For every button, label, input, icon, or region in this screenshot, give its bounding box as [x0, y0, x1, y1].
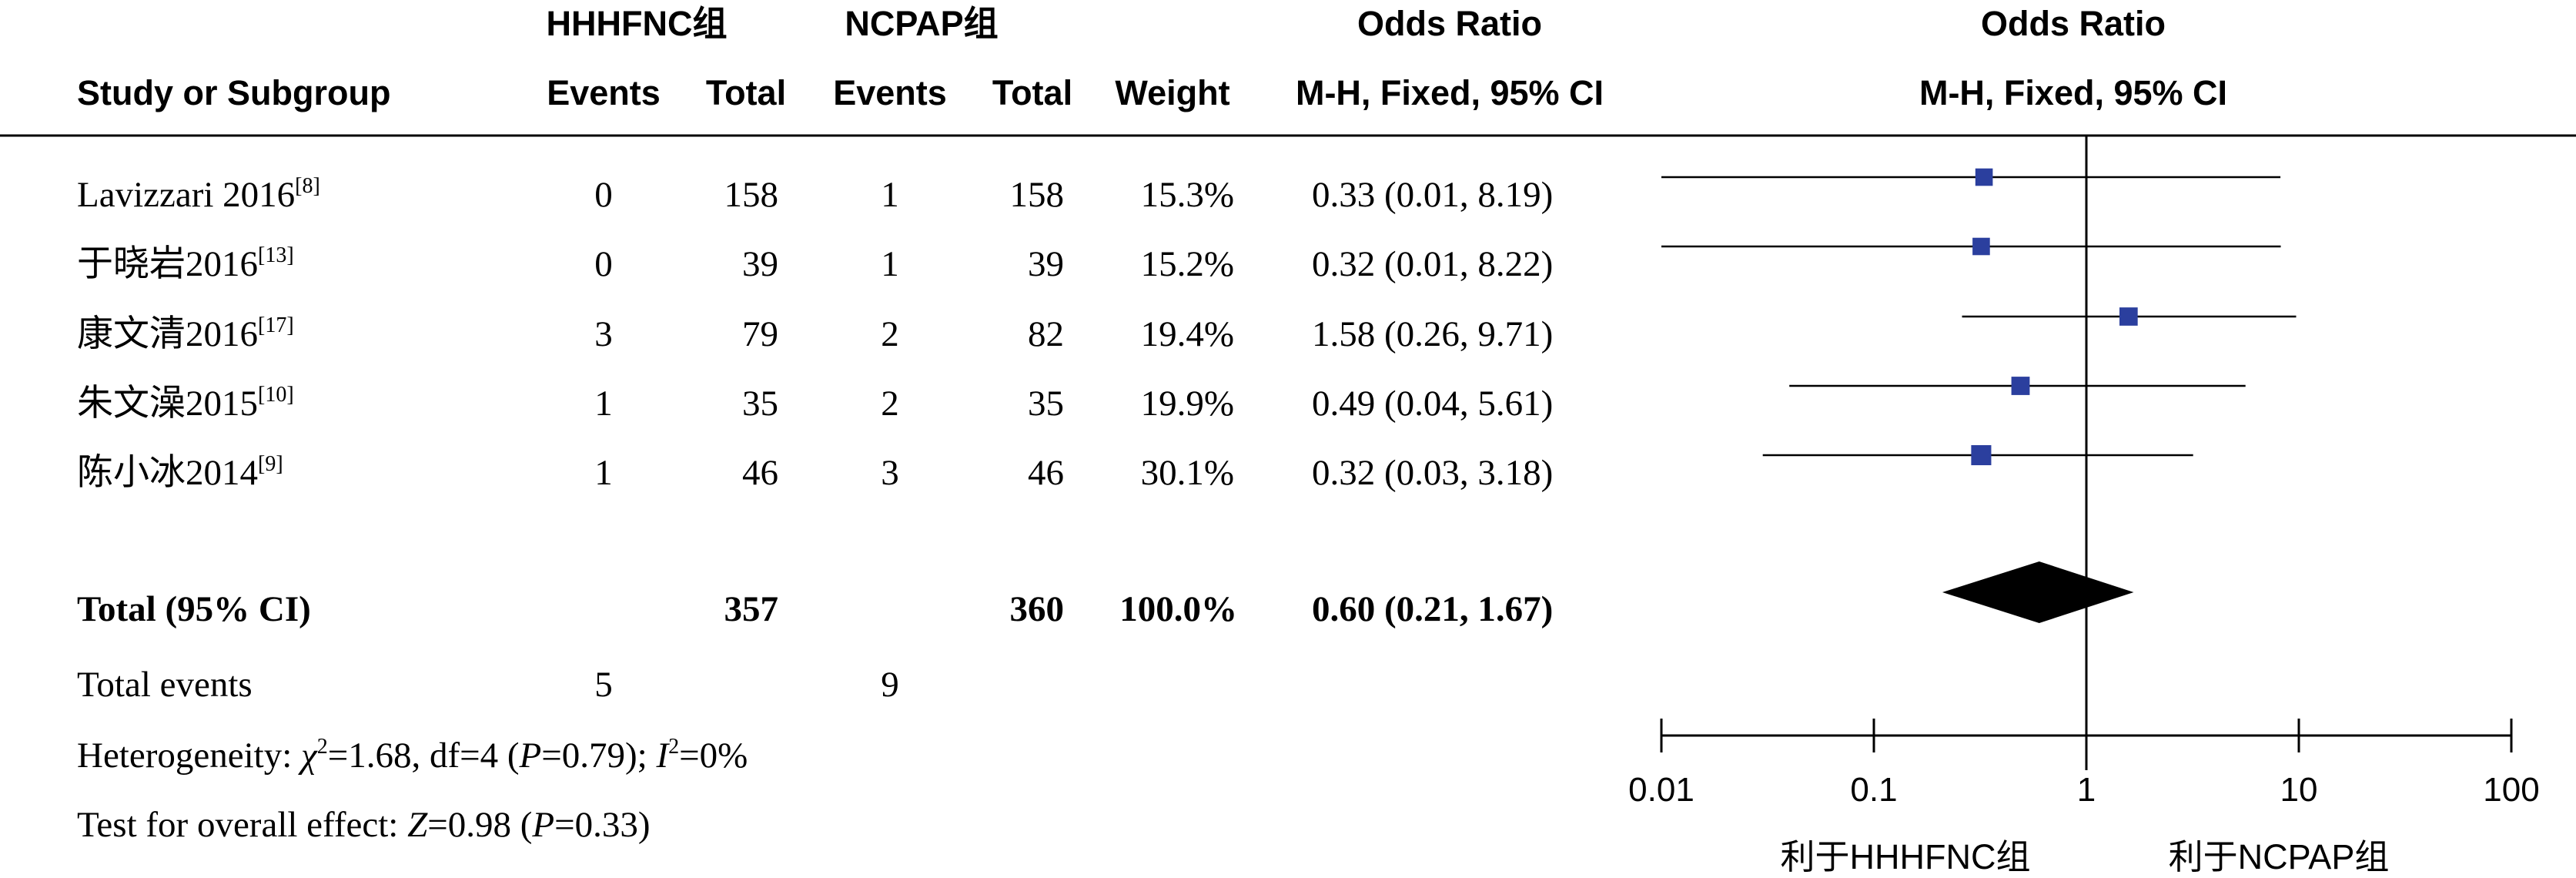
x-tick-label: 100 — [2483, 771, 2539, 809]
weight-cell: 15.3% — [1141, 175, 1234, 215]
study-name: 于晓岩2016[13] — [77, 243, 294, 284]
total-events-group1: 5 — [594, 665, 613, 705]
study-row: 康文清2016[17] 3 79 2 82 19.4% 1.58 (0.26, … — [77, 313, 1553, 354]
pooled-diamond — [1942, 561, 2134, 623]
total-label: Total (95% CI) — [77, 589, 311, 629]
study-name: Lavizzari 2016[8] — [77, 174, 320, 215]
study-row: Lavizzari 2016[8] 0 158 1 158 15.3% 0.33… — [77, 174, 1553, 215]
group2-header: NCPAP组 — [845, 4, 998, 43]
total2-cell: 158 — [1010, 175, 1065, 215]
weight-cell: 19.4% — [1141, 314, 1234, 354]
favours-left-label: 利于HHHFNC组 — [1781, 837, 2031, 876]
study-row: 朱文澡2015[10] 1 35 2 35 19.9% 0.49 (0.04, … — [77, 383, 1553, 424]
total1-cell: 46 — [742, 453, 778, 493]
ci-cell: 0.49 (0.04, 5.61) — [1312, 384, 1553, 424]
total1-sum: 357 — [724, 589, 779, 629]
total2-header: Total — [992, 73, 1072, 112]
study-name: 朱文澡2015[10] — [77, 383, 294, 424]
events1-cell: 1 — [594, 384, 613, 424]
x-tick-label: 0.1 — [1850, 771, 1897, 809]
ci-cell: 0.32 (0.01, 8.22) — [1312, 244, 1553, 284]
method-header-left: M-H, Fixed, 95% CI — [1296, 73, 1604, 112]
favours-right-label: 利于NCPAP组 — [2169, 837, 2390, 876]
group1-header: HHHFNC组 — [547, 4, 728, 43]
total-events-group2: 9 — [881, 665, 899, 705]
study-column-header: Study or Subgroup — [77, 73, 390, 112]
study-marker — [1972, 237, 1990, 256]
events2-cell: 1 — [881, 175, 899, 215]
total-weight: 100.0% — [1119, 589, 1237, 629]
weight-cell: 15.2% — [1141, 244, 1234, 284]
total1-cell: 35 — [742, 384, 778, 424]
weight-header: Weight — [1115, 73, 1229, 112]
x-tick-label: 1 — [2077, 771, 2096, 809]
total2-cell: 39 — [1028, 244, 1064, 284]
total2-cell: 82 — [1028, 314, 1064, 354]
total-events-label: Total events — [77, 665, 253, 705]
events1-cell: 3 — [594, 314, 613, 354]
overall-effect-text: Test for overall effect: Z=0.98 (P=0.33) — [77, 805, 651, 845]
heterogeneity-text: Heterogeneity: χ2=1.68, df=4 (P=0.79); I… — [77, 735, 748, 776]
weight-cell: 19.9% — [1141, 384, 1234, 424]
total2-cell: 35 — [1028, 384, 1064, 424]
total1-cell: 39 — [742, 244, 778, 284]
events2-cell: 3 — [881, 453, 899, 493]
study-name: 陈小冰2014[9] — [77, 452, 283, 493]
study-marker — [2119, 307, 2138, 326]
total-row: Total (95% CI) 357 360 100.0% 0.60 (0.21… — [77, 589, 1553, 629]
forest-graphic: 0.01 0.1 1 10 100 — [1628, 136, 2540, 809]
x-tick-label: 0.01 — [1628, 771, 1694, 809]
events2-cell: 2 — [881, 314, 899, 354]
total1-cell: 79 — [742, 314, 778, 354]
study-marker — [1975, 168, 1993, 186]
events1-cell: 0 — [594, 175, 613, 215]
events1-cell: 0 — [594, 244, 613, 284]
study-row: 陈小冰2014[9] 1 46 3 46 30.1% 0.32 (0.03, 3… — [77, 452, 1553, 493]
total2-cell: 46 — [1028, 453, 1064, 493]
odds-ratio-title-right: Odds Ratio — [1981, 4, 2166, 43]
total2-sum: 360 — [1010, 589, 1065, 629]
odds-ratio-title-left: Odds Ratio — [1357, 4, 1542, 43]
study-marker — [1971, 444, 1992, 466]
events2-cell: 2 — [881, 384, 899, 424]
study-marker — [2011, 377, 2030, 395]
total1-header: Total — [706, 73, 786, 112]
events2-header: Events — [833, 73, 947, 112]
events2-cell: 1 — [881, 244, 899, 284]
pooled-ci: 0.60 (0.21, 1.67) — [1312, 589, 1553, 629]
ci-cell: 0.32 (0.03, 3.18) — [1312, 453, 1553, 493]
weight-cell: 30.1% — [1141, 453, 1234, 493]
events1-cell: 1 — [594, 453, 613, 493]
events1-header: Events — [547, 73, 661, 112]
study-row: 于晓岩2016[13] 0 39 1 39 15.2% 0.32 (0.01, … — [77, 243, 1553, 284]
ci-cell: 1.58 (0.26, 9.71) — [1312, 314, 1553, 354]
total1-cell: 158 — [724, 175, 779, 215]
method-header-right: M-H, Fixed, 95% CI — [1919, 73, 2227, 112]
ci-cell: 0.33 (0.01, 8.19) — [1312, 175, 1553, 215]
study-name: 康文清2016[17] — [77, 313, 294, 354]
x-tick-label: 10 — [2280, 771, 2318, 809]
